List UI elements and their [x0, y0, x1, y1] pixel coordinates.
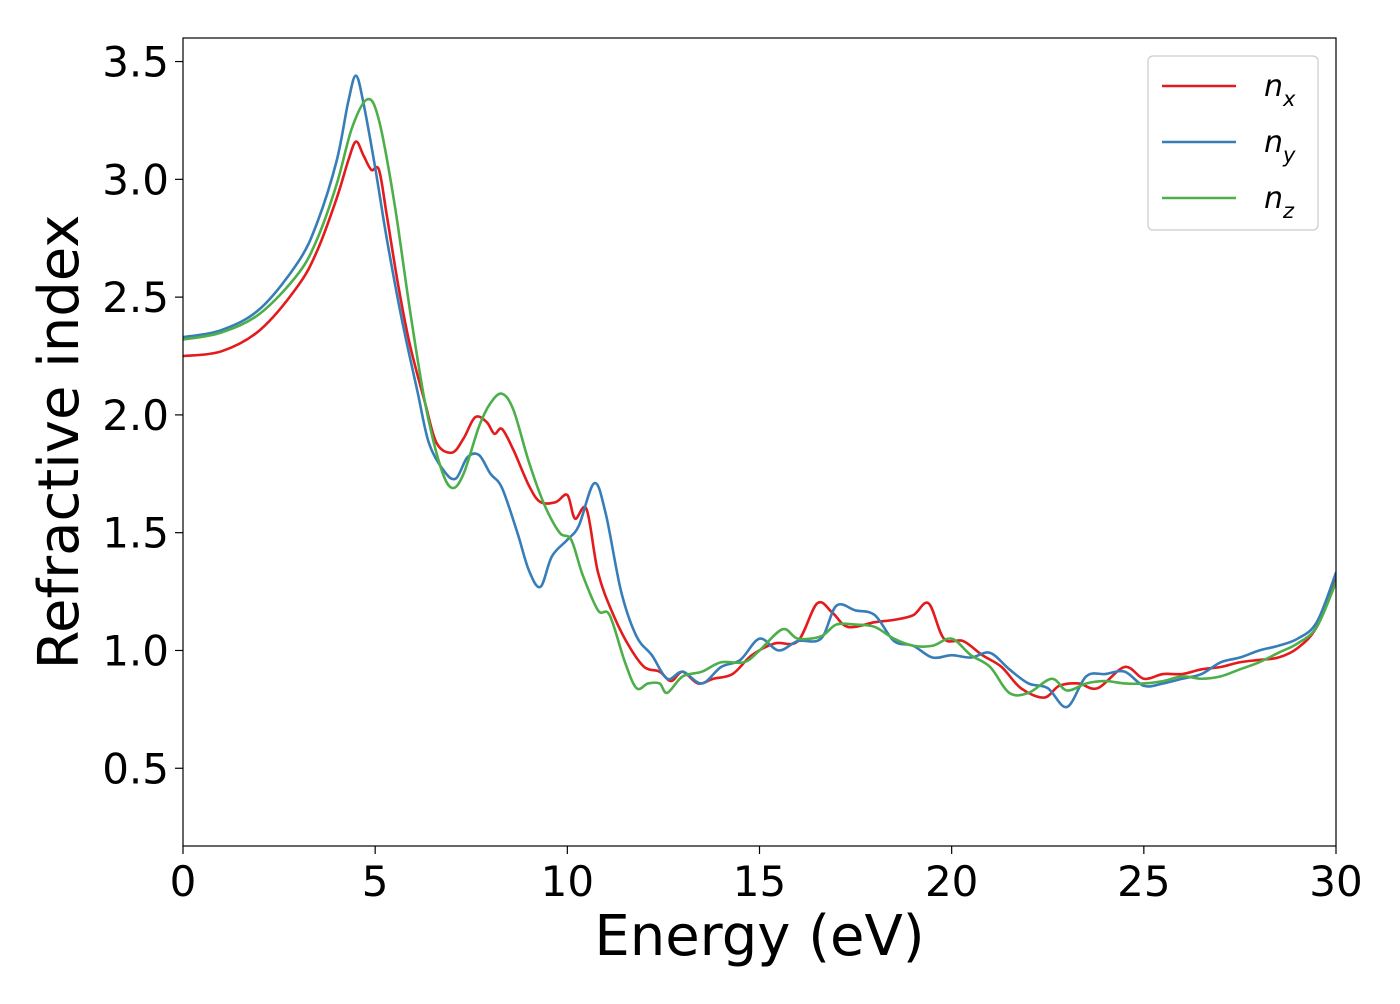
y-tick-label: 3.5 — [102, 38, 169, 87]
y-tick-label: 2.5 — [102, 273, 169, 322]
x-tick-label: 15 — [733, 857, 786, 906]
legend-label-subscript: x — [1282, 87, 1296, 111]
series-line-n-y — [183, 74, 1336, 709]
series-line-n-z — [183, 97, 1336, 697]
y-tick-label: 2.0 — [102, 391, 169, 440]
y-axis: 0.5 1.0 1.5 2.0 2.5 3.0 3.5 — [102, 38, 183, 793]
series-line-n-x — [183, 140, 1336, 699]
y-tick-label: 3.0 — [102, 155, 169, 204]
y-tick-label: 1.0 — [102, 626, 169, 675]
x-tick-label: 30 — [1309, 857, 1362, 906]
y-axis-title: Refractive index — [27, 215, 92, 670]
legend-label-subscript: z — [1282, 199, 1295, 223]
x-axis: 0 5 10 15 20 25 30 — [170, 846, 1363, 906]
legend-label-subscript: y — [1282, 143, 1296, 167]
x-tick-label: 25 — [1117, 857, 1170, 906]
x-tick-label: 10 — [541, 857, 594, 906]
x-axis-title: Energy (eV) — [594, 904, 924, 969]
x-tick-label: 5 — [362, 857, 389, 906]
series-layer — [183, 74, 1336, 709]
x-tick-label: 0 — [170, 857, 197, 906]
y-tick-label: 1.5 — [102, 509, 169, 558]
y-tick-label: 0.5 — [102, 744, 169, 793]
x-tick-label: 20 — [925, 857, 978, 906]
